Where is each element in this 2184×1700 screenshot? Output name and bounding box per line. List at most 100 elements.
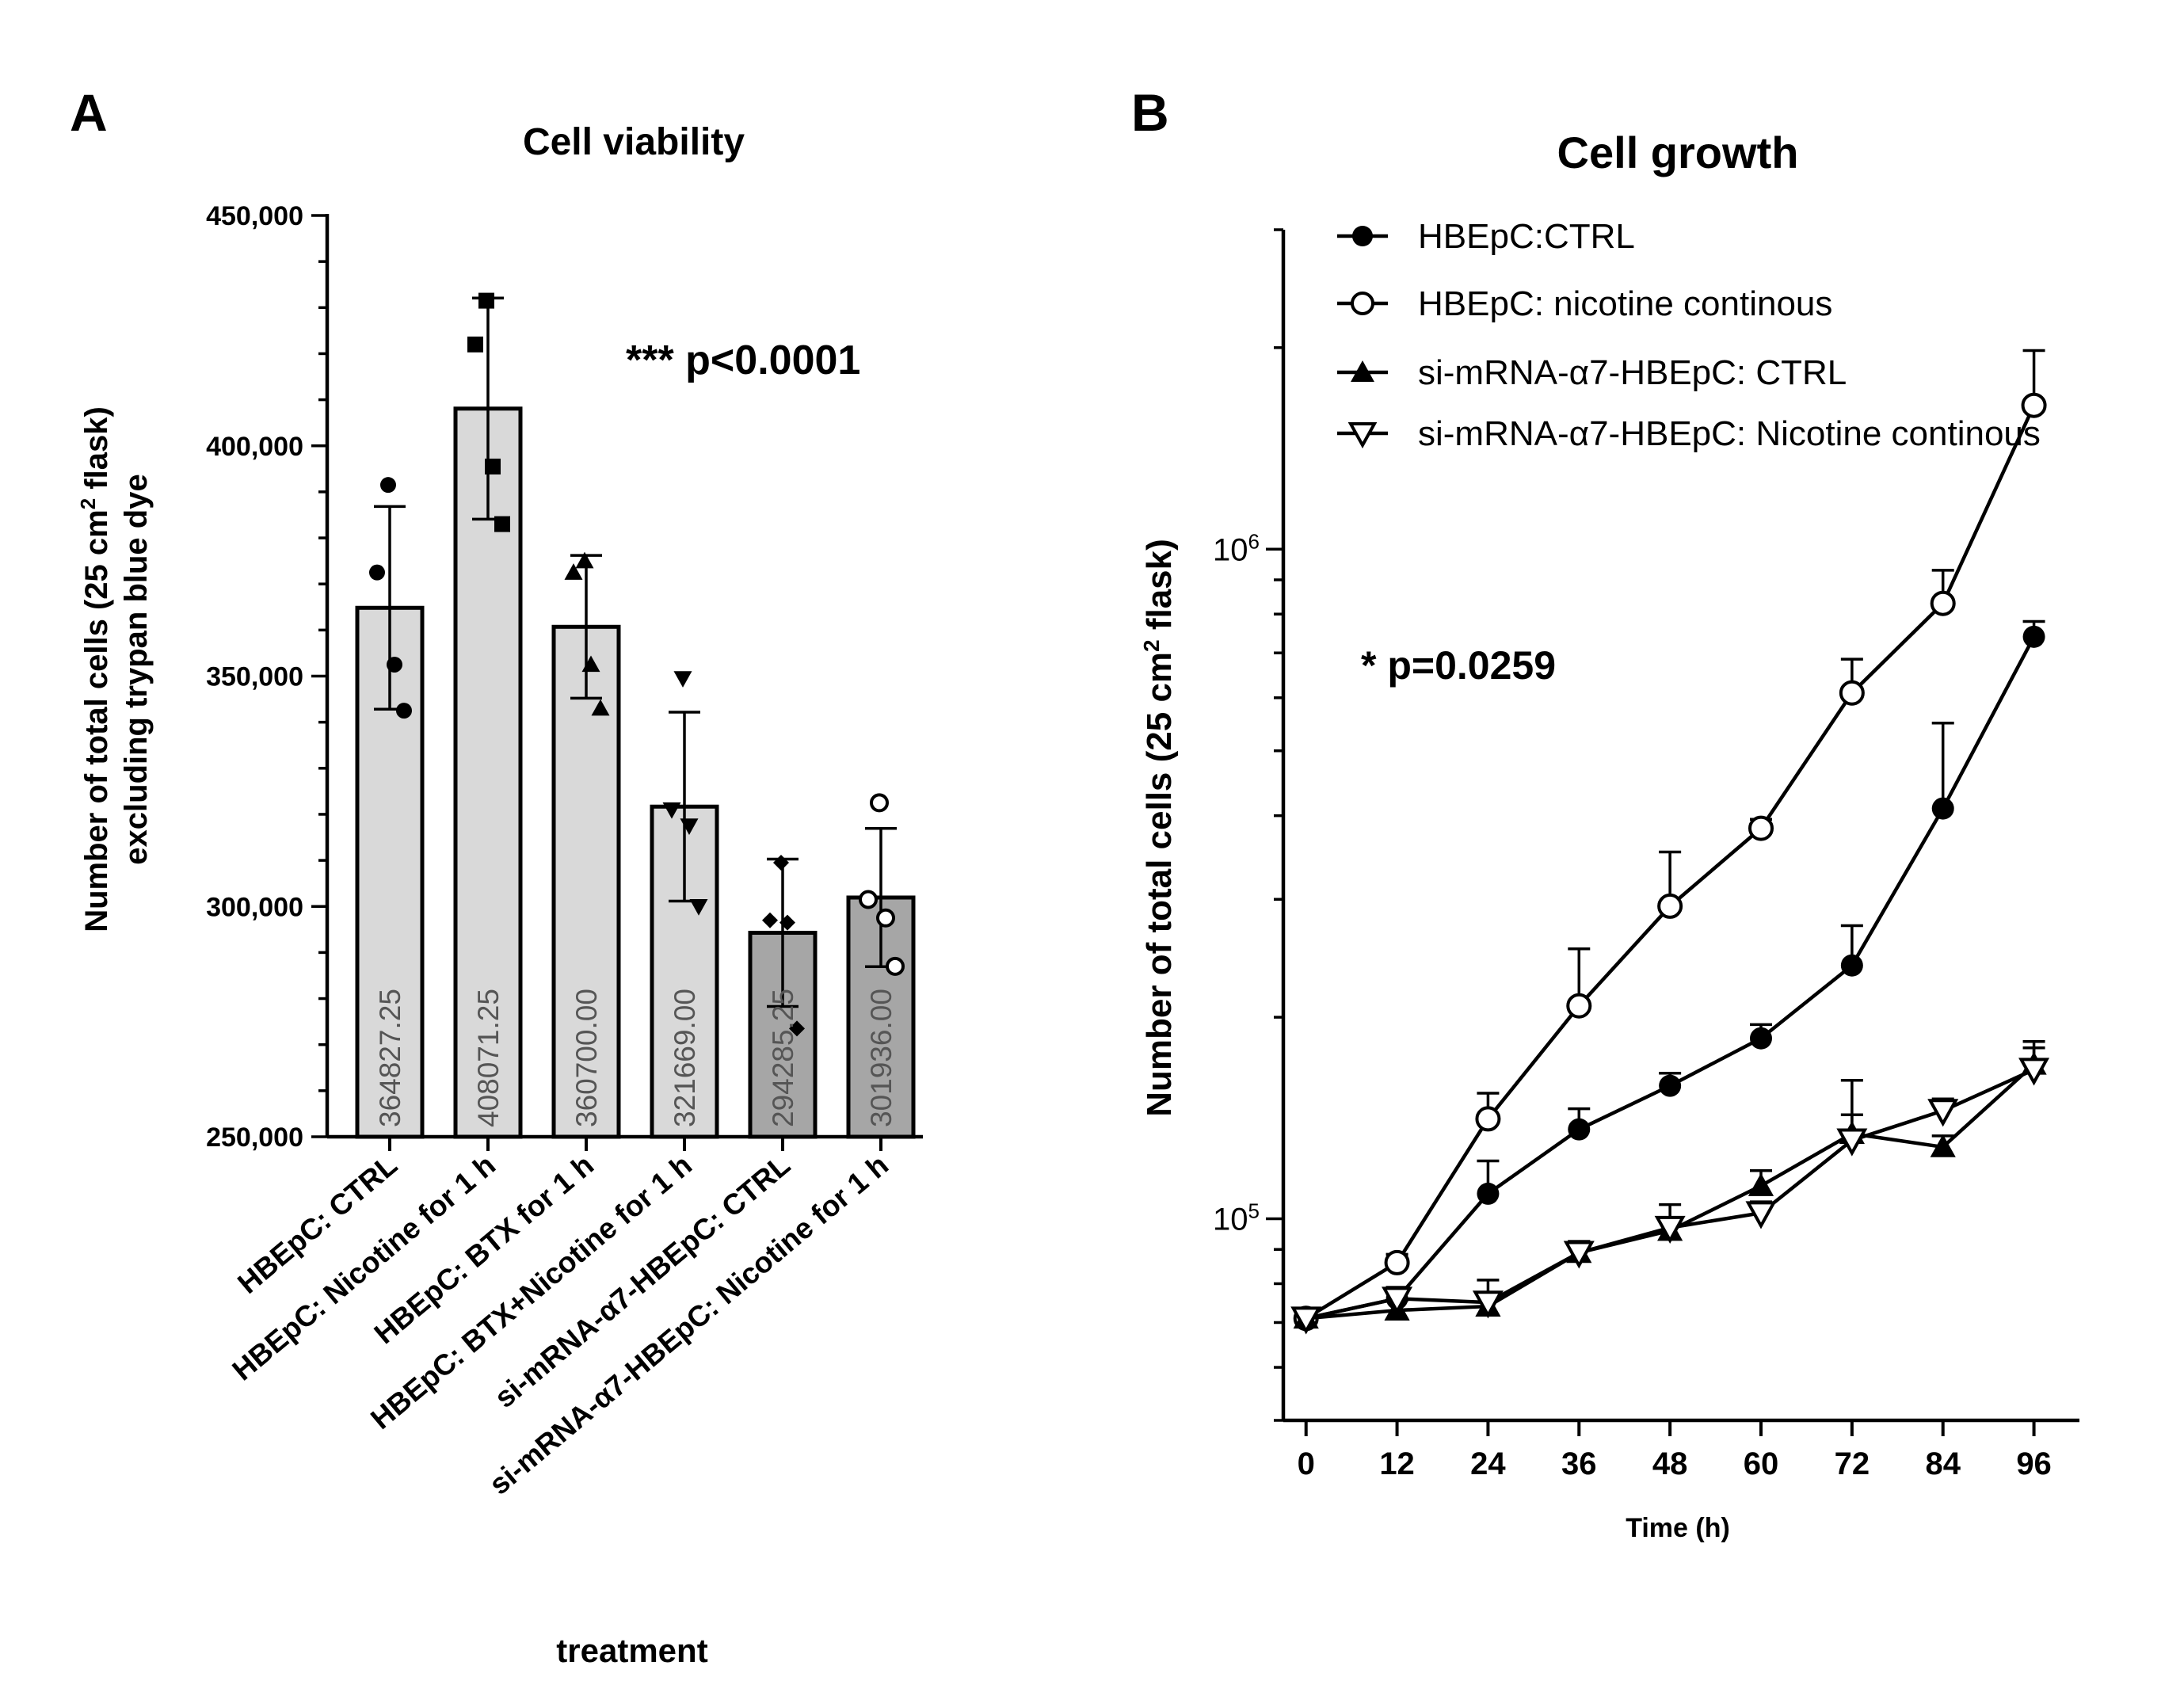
data-point: [478, 292, 494, 309]
legend-item: si-mRNA-α7-HBEpC: Nicotine continous: [1337, 414, 2041, 453]
data-point: [485, 458, 501, 475]
legend-marker: [1347, 422, 1378, 449]
data-point: [662, 802, 681, 819]
y-tick-label: 105: [1213, 1199, 1260, 1237]
data-point: [779, 914, 795, 931]
data-point: [1750, 1027, 1772, 1050]
data-point: [680, 818, 699, 835]
data-point: [494, 516, 510, 532]
legend-item: si-mRNA-α7-HBEpC: CTRL: [1337, 353, 1847, 392]
panel-a-title: Cell viability: [523, 121, 745, 163]
legend-label: si-mRNA-α7-HBEpC: Nicotine continous: [1418, 414, 2041, 453]
x-tick-label: 96: [2016, 1447, 2052, 1481]
data-point: [591, 699, 610, 716]
data-point: [1382, 1286, 1413, 1315]
data-point: [1930, 590, 1956, 616]
legend-label: HBEpC: nicotine continous: [1418, 284, 1832, 323]
data-point: [1384, 1249, 1410, 1275]
data-point: [2021, 392, 2047, 418]
y-tick-exponent: 6: [1248, 529, 1260, 553]
data-point: [2022, 625, 2045, 648]
y-tick-base: 10: [1213, 1203, 1248, 1237]
data-point: [564, 563, 583, 580]
data-point: [1839, 680, 1865, 706]
data-point: [673, 671, 692, 688]
y-tick-label: 400,000: [206, 432, 303, 462]
data-point: [1931, 797, 1954, 820]
data-point: [1477, 1182, 1500, 1205]
data-point: [789, 1020, 805, 1037]
legend-label: HBEpC:CTRL: [1418, 217, 1635, 256]
data-point: [859, 890, 878, 909]
panel-a-pvalue: *** p<0.0001: [626, 337, 860, 383]
data-point: [886, 956, 905, 976]
panel-b-label: B: [1131, 83, 1169, 142]
data-point: [1654, 1215, 1686, 1244]
data-point: [380, 477, 396, 494]
y-tick-base: 10: [1213, 532, 1248, 567]
data-point: [1290, 1306, 1322, 1335]
y-tick-label: 450,000: [206, 201, 303, 231]
x-tick-label: 36: [1561, 1447, 1597, 1481]
bar-value-label: 301936.00: [865, 989, 898, 1127]
data-point: [876, 908, 895, 928]
x-tick-label: 48: [1652, 1447, 1688, 1481]
y-tick-label: 300,000: [206, 892, 303, 922]
data-point: [773, 855, 789, 871]
data-point: [575, 551, 594, 569]
legend-label: si-mRNA-α7-HBEpC: CTRL: [1418, 353, 1847, 392]
data-point: [1568, 1118, 1591, 1141]
bar-value-label: 408071.25: [472, 989, 505, 1127]
data-point: [762, 912, 778, 928]
data-point: [369, 564, 385, 581]
panel-a-label: A: [70, 83, 108, 142]
data-point: [1745, 1201, 1777, 1229]
series-1: [1293, 349, 2047, 1332]
svg-text:excluding trypan blue dye: excluding trypan blue dye: [119, 474, 154, 864]
bar-value-label: 321669.00: [669, 989, 701, 1127]
data-point: [1748, 815, 1774, 841]
data-point: [1566, 993, 1592, 1019]
y-tick-exponent: 5: [1248, 1199, 1260, 1223]
panel-b-xlabel: Time (h): [1626, 1513, 1730, 1543]
panel-a-ylabel: Number of total cells (25 cm2 flask) exc…: [76, 406, 154, 932]
panel-b-title: Cell growth: [1557, 128, 1799, 177]
x-tick-label: 84: [1925, 1447, 1961, 1481]
data-point: [396, 703, 412, 719]
panel-b: B Cell growth * p=0.0259 Number of total…: [1131, 83, 2079, 1543]
bar-value-label: 360700.00: [570, 989, 603, 1127]
data-point: [467, 336, 483, 353]
data-point: [1840, 954, 1863, 977]
data-point: [1475, 1106, 1501, 1132]
data-point: [387, 656, 402, 673]
bar: [551, 624, 621, 1139]
data-point: [1659, 1074, 1682, 1097]
panel-a-xlabel: treatment: [556, 1632, 707, 1669]
data-point: [1657, 893, 1683, 919]
bar-value-label: 294285.25: [767, 989, 799, 1127]
data-point: [1927, 1099, 1959, 1127]
y-tick-label: 350,000: [206, 662, 303, 692]
panel-b-pvalue: * p=0.0259: [1361, 643, 1556, 688]
series-line: [1305, 1068, 2035, 1321]
x-tick-label: 72: [1835, 1447, 1870, 1481]
series-3: [1290, 1039, 2050, 1335]
x-tick-label: 60: [1744, 1447, 1779, 1481]
legend-item: HBEpC: nicotine continous: [1337, 284, 1832, 323]
panel-a: A Cell viability *** p<0.0001 Number of …: [70, 83, 923, 1669]
x-tick-label: 0: [1298, 1447, 1315, 1481]
y-tick-label: 106: [1213, 529, 1260, 567]
legend-marker: [1351, 360, 1374, 382]
data-point: [1748, 1172, 1774, 1196]
data-point: [1472, 1290, 1504, 1319]
y-tick-label: 250,000: [206, 1123, 303, 1153]
bar-value-label: 364827.25: [374, 989, 406, 1127]
legend-marker: [1351, 292, 1374, 315]
data-point: [1930, 1134, 1956, 1157]
data-point: [581, 655, 600, 673]
data-point: [870, 793, 889, 813]
legend-item: HBEpC:CTRL: [1337, 217, 1635, 256]
x-tick-label: 24: [1470, 1447, 1506, 1481]
data-point: [2018, 1058, 2050, 1086]
